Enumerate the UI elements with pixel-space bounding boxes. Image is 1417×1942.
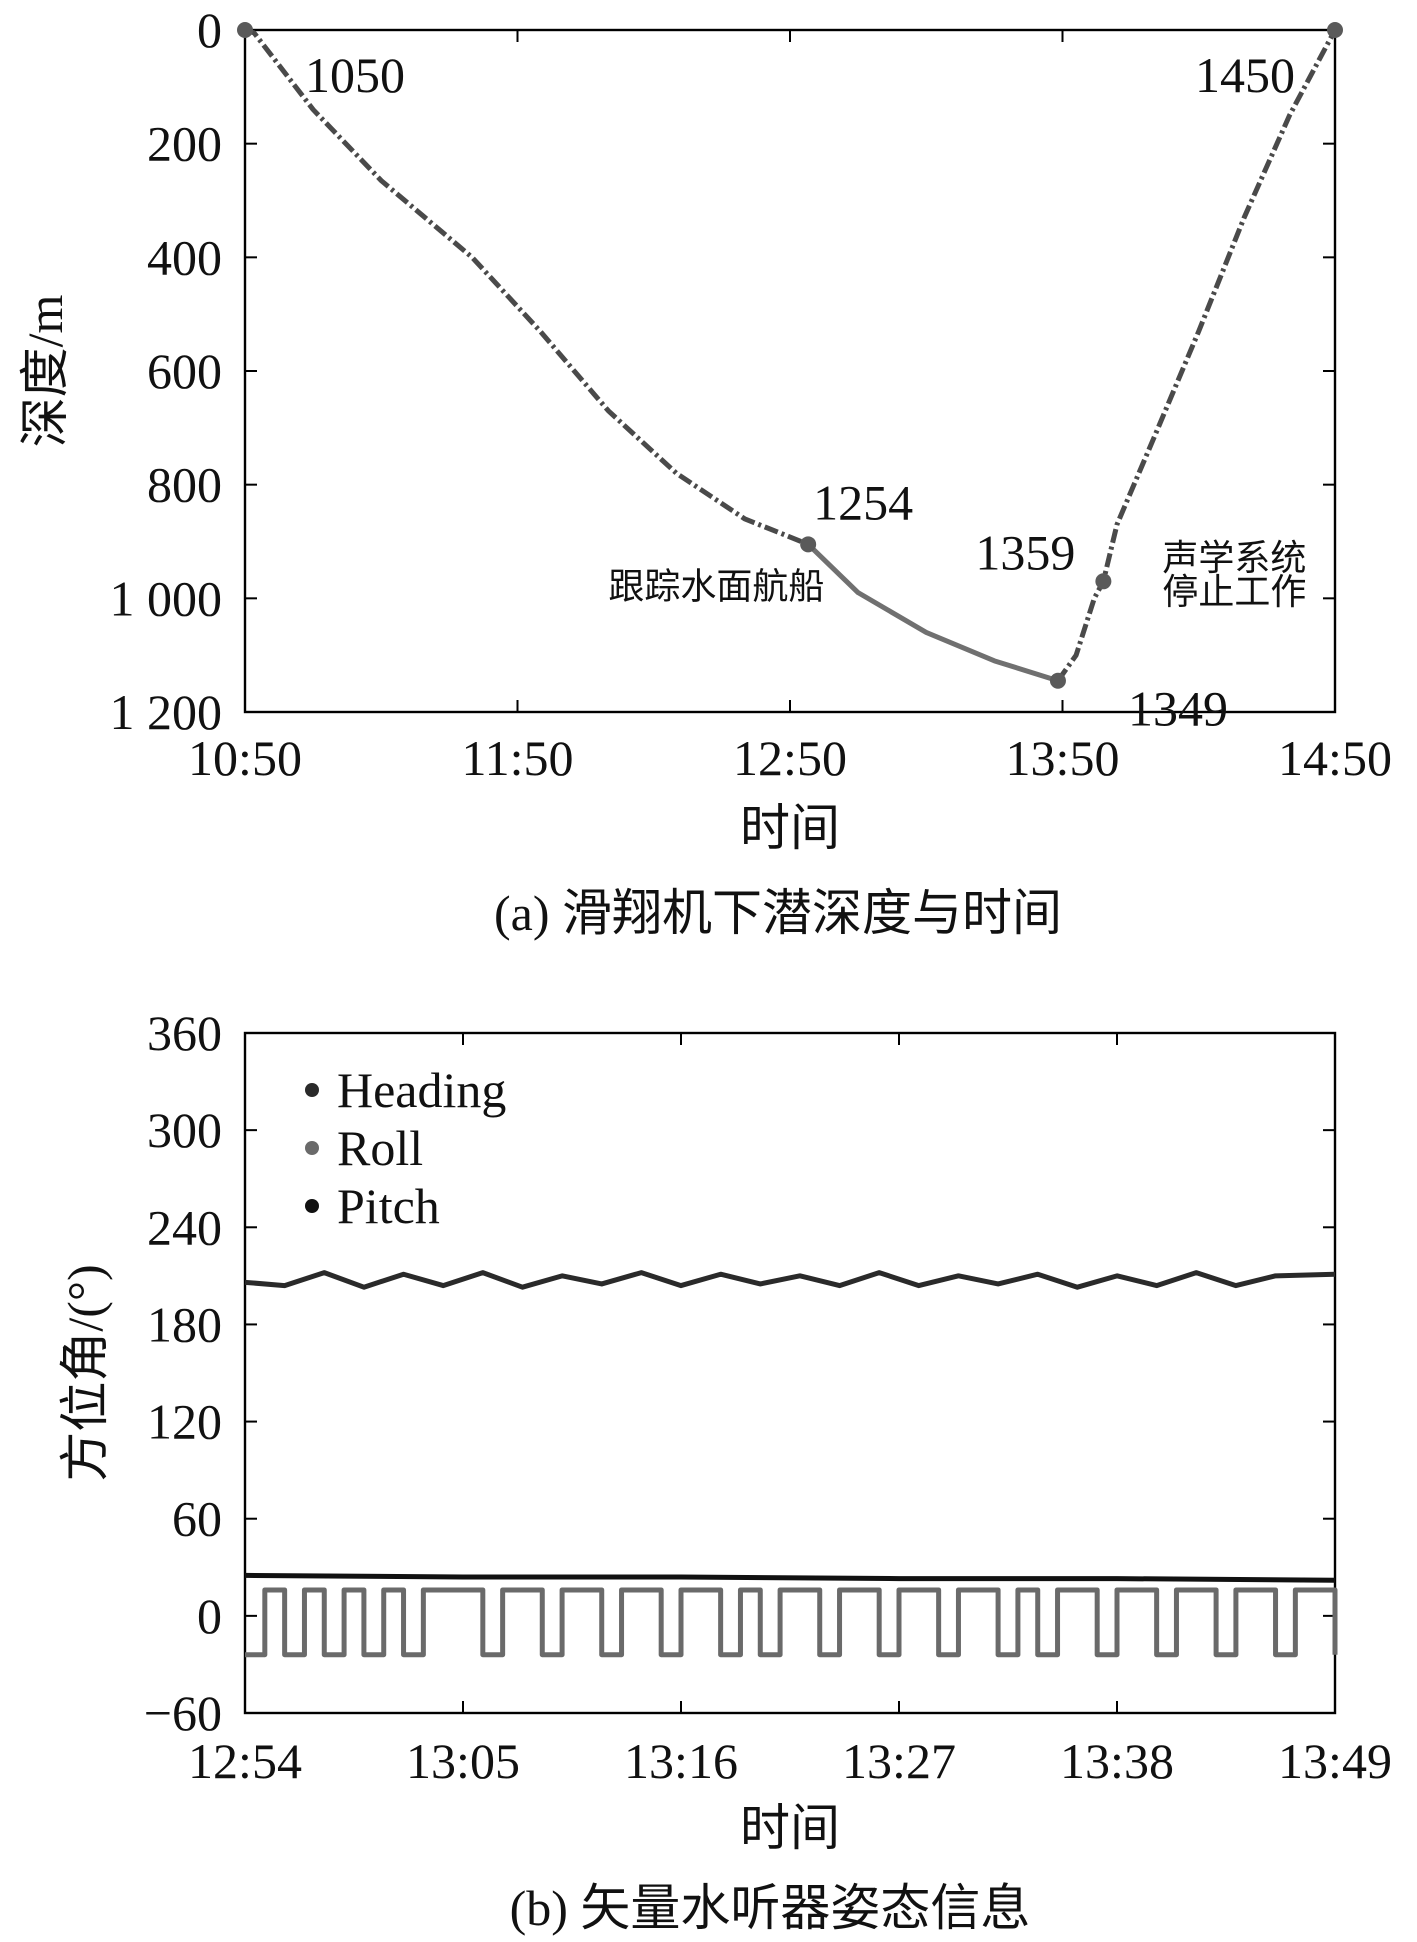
attitude-plot-frame: [243, 1031, 1337, 1715]
attitude-series: [244, 1270, 1338, 1658]
attitude-x-tick-label: 13:16: [624, 1733, 738, 1789]
depth-marker: [1049, 672, 1066, 689]
depth-y-tick-label: 1 000: [110, 570, 223, 626]
attitude-x-tick-label: 13:49: [1278, 1733, 1392, 1789]
depth-x-tick-label: 11:50: [461, 730, 573, 786]
attitude-y-tick-label: 120: [147, 1394, 222, 1450]
attitude-line-heading: [244, 1270, 1336, 1290]
depth-annotation: 声学系统: [1162, 538, 1306, 579]
attitude-y-tick-label: 360: [147, 1005, 222, 1061]
depth-x-tick-label: 14:50: [1278, 730, 1392, 786]
depth-marker: [800, 536, 817, 553]
attitude-x-axis-label: 时间: [740, 1800, 840, 1856]
attitude-y-tick-label: −60: [144, 1685, 222, 1741]
depth-x-tick-label: 12:50: [733, 730, 847, 786]
depth-annotation: 1359: [975, 524, 1075, 580]
depth-x-tick-label: 10:50: [188, 730, 302, 786]
attitude-y-tick-label: 60: [172, 1491, 222, 1547]
depth-annotation: 1254: [813, 474, 913, 530]
depth-x-axis-label: 时间: [740, 800, 840, 856]
depth-y-tick-label: 800: [147, 457, 222, 513]
depth-annotation: 1450: [1195, 47, 1295, 103]
attitude-y-axis-label: 方位角/(°): [57, 1264, 113, 1481]
attitude-chart: 12:54 13:05 13:16 13:27 13:38 13:49 360 300 240 1…: [57, 1005, 1392, 1936]
depth-series: [244, 27, 1338, 684]
legend-marker-pitch: [305, 1199, 319, 1213]
depth-line-tracking: [806, 542, 1059, 684]
depth-ticks: 10:50 11:50 12:50 13:50 14:50 0 200 400 600 800 1 …: [110, 2, 1392, 786]
depth-marker: [1327, 22, 1343, 38]
depth-y-tick-label: 1 200: [110, 684, 223, 740]
attitude-x-tick-label: 13:27: [842, 1733, 956, 1789]
depth-annotation: 1349: [1128, 681, 1228, 737]
attitude-x-tick-label: 13:38: [1060, 1733, 1174, 1789]
attitude-ticks: 12:54 13:05 13:16 13:27 13:38 13:49 360 300 240 1…: [144, 1005, 1392, 1789]
depth-line-ascent: [1055, 28, 1338, 683]
depth-marker: [1095, 573, 1112, 590]
attitude-x-tick-label: 13:05: [406, 1733, 520, 1789]
depth-y-tick-label: 0: [197, 2, 222, 58]
depth-markers: [237, 22, 1343, 689]
depth-line-descent: [244, 27, 810, 547]
depth-annotation: 1050: [305, 47, 405, 103]
attitude-line-roll: [245, 1587, 1338, 1658]
attitude-y-tick-label: 0: [197, 1588, 222, 1644]
depth-annotation: 停止工作: [1162, 572, 1306, 613]
legend-marker-roll: [305, 1141, 319, 1155]
depth-chart: 10:50 11:50 12:50 13:50 14:50 0 200 400 600 800 1 …: [17, 2, 1392, 941]
depth-chart-caption: (a) 滑翔机下潜深度与时间: [494, 885, 1062, 941]
legend-label-roll: Roll: [337, 1120, 423, 1176]
depth-y-tick-label: 200: [147, 116, 222, 172]
depth-annotation: 跟踪水面航船: [608, 566, 824, 607]
depth-marker: [237, 22, 253, 38]
attitude-y-tick-label: 300: [147, 1102, 222, 1158]
attitude-y-tick-label: 180: [147, 1296, 222, 1352]
attitude-chart-caption: (b) 矢量水听器姿态信息: [510, 1880, 1031, 1936]
depth-x-tick-label: 13:50: [1006, 730, 1120, 786]
attitude-x-tick-label: 12:54: [188, 1733, 302, 1789]
depth-y-tick-label: 400: [147, 229, 222, 285]
legend-label-pitch: Pitch: [337, 1178, 440, 1234]
legend-label-heading: Heading: [337, 1062, 506, 1118]
legend-marker-heading: [305, 1083, 319, 1097]
depth-y-axis-label: 深度/m: [17, 295, 73, 448]
attitude-line-pitch: [244, 1572, 1336, 1583]
depth-y-tick-label: 600: [147, 343, 222, 399]
attitude-y-tick-label: 240: [147, 1199, 222, 1255]
